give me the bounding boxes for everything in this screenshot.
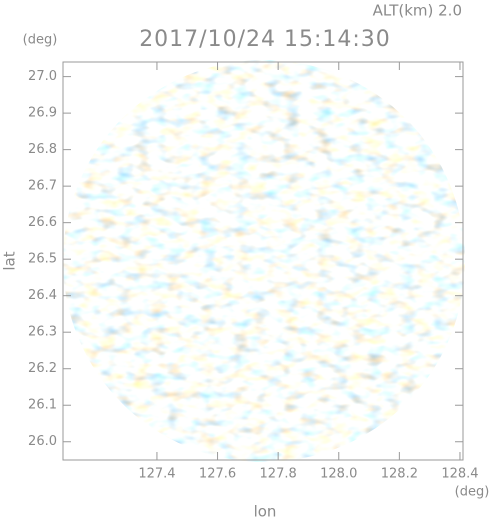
y-tick-label: 26.4 [28, 288, 57, 303]
y-tick-label: 26.6 [28, 215, 57, 230]
plot-frame [62, 61, 464, 461]
x-tick-label: 127.6 [199, 467, 236, 482]
y-tick-label: 26.5 [28, 252, 57, 267]
y-unit: (deg) [23, 33, 58, 48]
x-tick-label: 128.4 [441, 467, 478, 482]
y-tick-label: 26.8 [28, 142, 57, 157]
chart-title: 2017/10/24 15:14:30 [139, 27, 391, 52]
y-tick-label: 26.9 [28, 106, 57, 121]
y-tick-label: 26.3 [28, 325, 57, 340]
radar-texture [63, 60, 465, 462]
y-tick-label: 26.0 [28, 434, 57, 449]
x-tick-label: 128.0 [320, 467, 357, 482]
x-unit: (deg) [455, 485, 490, 500]
y-tick-label: 26.2 [28, 361, 57, 376]
y-tick-label: 26.1 [28, 398, 57, 413]
radar-field [63, 60, 465, 462]
x-tick-label: 127.4 [138, 467, 175, 482]
x-tick-label: 128.2 [381, 467, 418, 482]
x-axis-label: lon [254, 503, 277, 521]
y-axis-label: lat [1, 251, 19, 270]
y-tick-label: 27.0 [28, 69, 57, 84]
x-tick-label: 127.8 [260, 467, 297, 482]
subtitle: ALT(km) 2.0 [373, 2, 462, 20]
y-tick-label: 26.7 [28, 179, 57, 194]
